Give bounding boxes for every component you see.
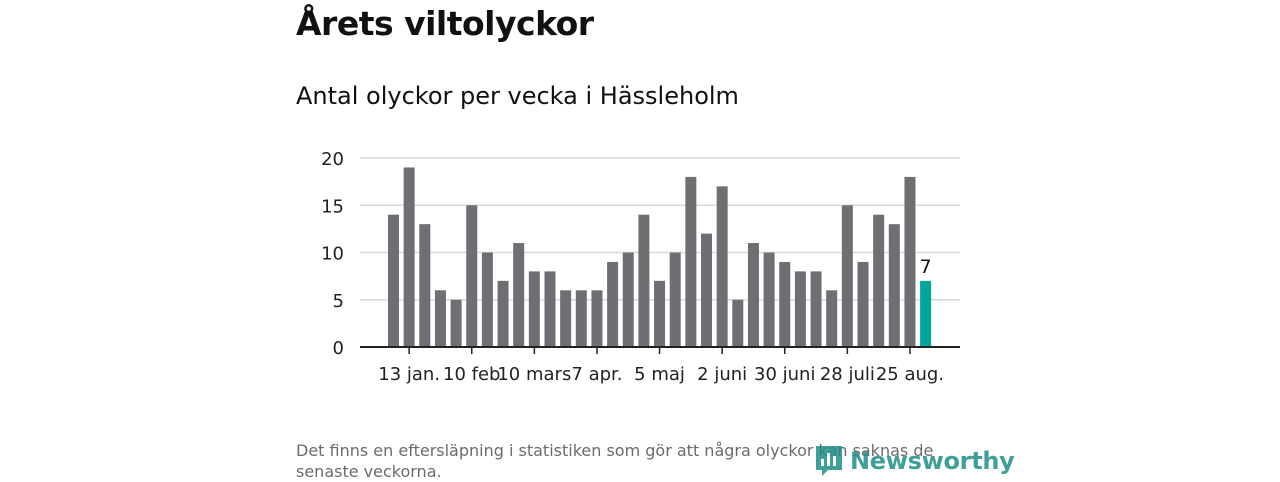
footnote: Det finns en eftersläpning i statistiken… <box>296 441 934 481</box>
bar <box>434 290 446 347</box>
chart-subtitle: Antal olyckor per vecka i Hässleholm <box>296 82 739 110</box>
x-tick-label: 7 apr. <box>571 364 622 385</box>
bar <box>654 280 666 347</box>
bar <box>638 214 650 347</box>
y-tick-label: 10 <box>321 244 344 265</box>
grid-lines <box>360 157 960 301</box>
x-tick-label: 10 feb <box>443 364 500 385</box>
bar <box>466 205 478 347</box>
bar <box>419 224 431 347</box>
x-tick-label: 5 maj <box>634 364 685 385</box>
bar-highlight <box>920 280 932 347</box>
bar <box>560 290 572 347</box>
bar <box>513 243 525 347</box>
bar <box>481 252 493 347</box>
bar <box>888 224 900 347</box>
data-labels: 7 <box>920 256 932 278</box>
brand-name: Newsworthy <box>850 447 1015 475</box>
bars <box>388 167 932 347</box>
y-tick-label: 20 <box>321 149 344 170</box>
y-axis-tick-labels: 0 5 10 15 20 <box>321 149 344 359</box>
bar <box>841 205 853 347</box>
bar <box>403 167 415 347</box>
bar <box>794 271 806 347</box>
x-tick-label: 13 jan. <box>378 364 440 385</box>
chart-title: Årets viltolyckor <box>296 4 594 43</box>
bar <box>779 261 791 347</box>
bar <box>904 176 916 347</box>
y-tick-label: 5 <box>333 291 344 312</box>
bar <box>716 186 728 347</box>
bar <box>497 280 509 347</box>
bar <box>857 261 869 347</box>
y-tick-label: 0 <box>333 338 344 359</box>
x-tick-label: 28 juli <box>820 364 875 385</box>
bar <box>575 290 587 347</box>
newsworthy-logo-icon <box>816 446 842 476</box>
bar <box>826 290 838 347</box>
x-tick-label: 10 mars <box>497 364 571 385</box>
bar <box>685 176 697 347</box>
bar <box>591 290 603 347</box>
bar <box>607 261 619 347</box>
y-tick-label: 15 <box>321 196 344 217</box>
bar <box>732 299 744 347</box>
brand-logo: Newsworthy <box>814 444 1015 478</box>
bar <box>873 214 885 347</box>
bar <box>388 214 399 347</box>
x-tick-label: 2 juni <box>697 364 747 385</box>
bar <box>528 271 540 347</box>
bar <box>450 299 462 347</box>
data-label-last-week: 7 <box>920 256 932 278</box>
x-tick-label: 25 aug. <box>876 364 944 385</box>
bar <box>701 233 712 347</box>
bar <box>669 252 681 347</box>
bar <box>810 271 822 347</box>
bar <box>747 243 759 347</box>
x-tick-label: 30 juni <box>754 364 815 385</box>
bar <box>544 271 556 347</box>
bar <box>622 252 634 347</box>
bar <box>763 252 775 347</box>
